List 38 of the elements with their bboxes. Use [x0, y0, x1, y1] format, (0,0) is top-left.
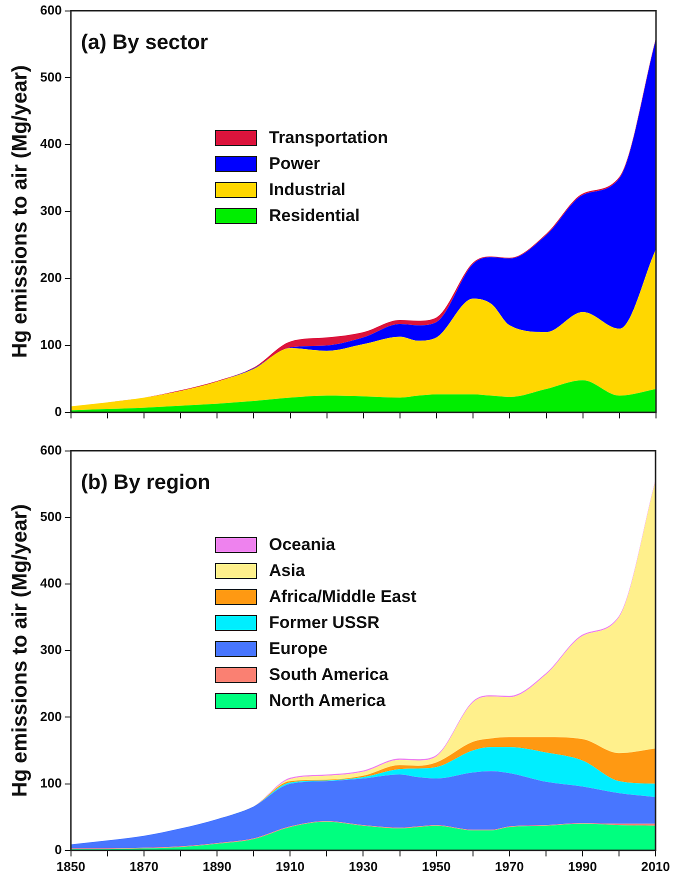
y-tick-label: 200 [40, 708, 62, 724]
legend-label: Industrial [269, 180, 346, 200]
y-tick-label: 0 [54, 842, 62, 857]
x-tick-label: 1970 [494, 858, 524, 874]
x-tick-label: 1930 [348, 858, 378, 874]
legend-label: Asia [269, 561, 305, 581]
legend-label: South America [269, 665, 388, 685]
x-tick-label: 1890 [202, 858, 232, 874]
y-tick-label: 500 [40, 69, 62, 84]
legend-label: Power [269, 154, 320, 174]
legend-label: Former USSR [269, 613, 380, 633]
y-tick-label: 200 [40, 270, 62, 286]
legend-label: North America [269, 691, 386, 711]
x-tick-label: 2010 [641, 858, 670, 874]
text: (a) By sector [80, 30, 208, 54]
y-tick-label: 400 [40, 136, 62, 152]
x-tick-label: 1870 [130, 858, 158, 874]
y-tick-label: 500 [40, 508, 62, 524]
y-tick-label: 600 [40, 442, 62, 458]
x-tick-label: 1850 [56, 858, 86, 874]
y-tick-label: 600 [40, 2, 62, 18]
y-axis-title: Hg emissions to air (Mg/year) [8, 65, 32, 358]
y-tick-label: 100 [40, 337, 62, 352]
y-axis-title: Hg emissions to air (Mg/year) [8, 504, 32, 798]
y-tick-label: 100 [40, 775, 62, 790]
text: (b) By region [80, 470, 210, 494]
y-tick-label: 400 [40, 576, 62, 591]
y-tick-label: 300 [40, 642, 62, 658]
x-tick-label: 1990 [568, 858, 597, 874]
legend-label: Europe [269, 639, 328, 659]
legend-label: Africa/Middle East [269, 587, 416, 607]
legend-label: Oceania [269, 535, 336, 555]
legend-label: Transportation [269, 128, 388, 148]
y-tick-label: 300 [40, 203, 62, 218]
legend-label: Residential [269, 206, 360, 226]
y-tick-label: 0 [54, 404, 62, 419]
x-tick-label: 1950 [422, 858, 451, 874]
x-tick-label: 1910 [276, 858, 305, 874]
